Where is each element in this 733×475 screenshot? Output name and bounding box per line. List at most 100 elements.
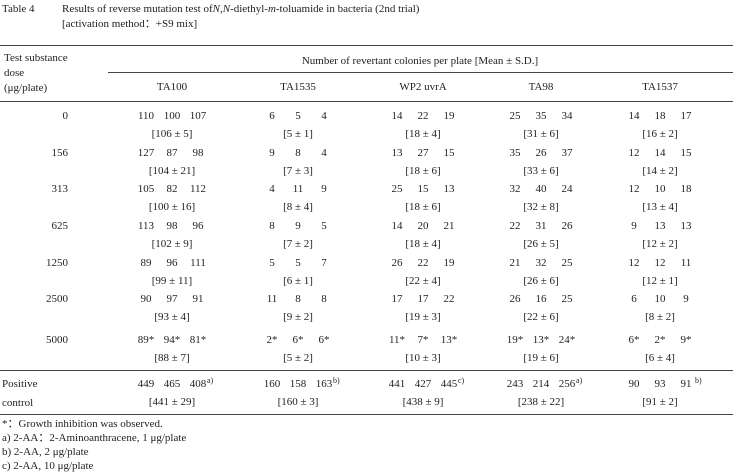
plate-count: 40 [535, 183, 547, 195]
mean-sd: [26 ± 5] [523, 238, 559, 250]
plate-count: 7* [417, 334, 429, 346]
plate-count: 8 [295, 293, 301, 305]
mean-sd: [9 ± 2] [283, 311, 313, 323]
plate-count: 25 [561, 293, 573, 305]
plate-count: 214 [532, 378, 550, 390]
mean-sd: [93 ± 4] [154, 311, 190, 323]
plate-count: 9 [295, 220, 301, 232]
plate-count: 22 [443, 293, 455, 305]
plate-count: 408 [189, 378, 207, 390]
plate-count: 107 [189, 110, 207, 122]
plate-count: 19* [506, 334, 524, 346]
plate-count: 4 [321, 110, 327, 122]
plate-count: 14 [391, 220, 403, 232]
rule [108, 72, 733, 73]
plate-count: 10 [654, 293, 666, 305]
strain-header: WP2 uvrA [399, 81, 447, 93]
plate-count: 100 [163, 110, 181, 122]
plate-count: 25 [391, 183, 403, 195]
plate-count: 31 [535, 220, 547, 232]
plate-count: 12 [654, 257, 666, 269]
plate-count: 15 [417, 183, 429, 195]
plate-count: 93 [654, 378, 666, 390]
plate-count: 8 [295, 147, 301, 159]
plate-count: 26 [535, 147, 547, 159]
plate-count: 94* [163, 334, 181, 346]
plate-count: 15 [680, 147, 692, 159]
mean-sd: [8 ± 2] [645, 311, 675, 323]
table-label: Table 4 [2, 3, 35, 15]
title-part: -diethyl- [230, 3, 268, 15]
mean-sd: [88 ± 7] [154, 352, 190, 364]
mean-sd: [100 ± 16] [148, 201, 196, 213]
plate-count: 9 [631, 220, 637, 232]
plate-count: 8 [321, 293, 327, 305]
plate-count: 12 [628, 183, 640, 195]
mean-sd: [7 ± 3] [283, 165, 313, 177]
dose: 5000 [46, 334, 68, 346]
plate-count: 91 [192, 293, 204, 305]
plate-count: 9 [269, 147, 275, 159]
plate-count: 112 [189, 183, 207, 195]
mean-sd: [5 ± 2] [283, 352, 313, 364]
plate-count: 26 [561, 220, 573, 232]
note-mark: a) [576, 376, 583, 385]
plate-count: 91 [680, 378, 692, 390]
mean-sd: [18 ± 4] [405, 128, 441, 140]
dose: 625 [51, 220, 69, 232]
plate-count: 12 [628, 257, 640, 269]
plate-count: 465 [163, 378, 181, 390]
plate-count: 13* [532, 334, 550, 346]
dose-header: dose [4, 67, 25, 79]
mean-sd: [438 ± 9] [402, 396, 444, 408]
plate-count: 17 [680, 110, 692, 122]
group-header: Number of revertant colonies per plate [… [301, 55, 539, 67]
title-part: Results of reverse mutation test of [62, 3, 213, 15]
plate-count: 11 [266, 293, 278, 305]
plate-count: 6 [631, 293, 637, 305]
plate-count: 21 [509, 257, 521, 269]
plate-count: 5 [295, 257, 301, 269]
mean-sd: [33 ± 6] [523, 165, 559, 177]
mean-sd: [102 ± 9] [151, 238, 193, 250]
plate-count: 37 [561, 147, 573, 159]
positive-label: control [2, 397, 34, 409]
plate-count: 9* [680, 334, 692, 346]
plate-count: 8 [269, 220, 275, 232]
mean-sd: [32 ± 8] [523, 201, 559, 213]
plate-count: 18 [654, 110, 666, 122]
plate-count: 111 [190, 257, 206, 269]
plate-count: 96 [192, 220, 204, 232]
plate-count: 81* [189, 334, 207, 346]
plate-count: 13 [443, 183, 455, 195]
plate-count: 2* [266, 334, 278, 346]
plate-count: 82 [166, 183, 178, 195]
plate-count: 110 [137, 110, 155, 122]
plate-count: 4 [321, 147, 327, 159]
mean-sd: [16 ± 2] [642, 128, 678, 140]
plate-count: 5 [295, 110, 301, 122]
mean-sd: [5 ± 1] [283, 128, 313, 140]
plate-count: 98 [166, 220, 178, 232]
dose: 1250 [46, 257, 68, 269]
plate-count: 22 [417, 257, 429, 269]
note-mark: b) [695, 376, 702, 385]
strain-header: TA100 [156, 81, 188, 93]
title-part: m [267, 3, 276, 15]
plate-count: 5 [269, 257, 275, 269]
plate-count: 16 [535, 293, 547, 305]
mean-sd: [99 ± 11] [151, 275, 193, 287]
plate-count: 15 [443, 147, 455, 159]
mean-sd: [14 ± 2] [642, 165, 678, 177]
title-part: N,N [212, 3, 231, 15]
mean-sd: [7 ± 2] [283, 238, 313, 250]
plate-count: 256 [558, 378, 576, 390]
plate-count: 21 [443, 220, 455, 232]
plate-count: 160 [263, 378, 281, 390]
plate-count: 26 [509, 293, 521, 305]
strain-header: TA98 [528, 81, 554, 93]
plate-count: 25 [509, 110, 521, 122]
footnote: *：Growth inhibition was observed. [2, 418, 163, 430]
plate-count: 6* [628, 334, 640, 346]
plate-count: 11 [680, 257, 692, 269]
